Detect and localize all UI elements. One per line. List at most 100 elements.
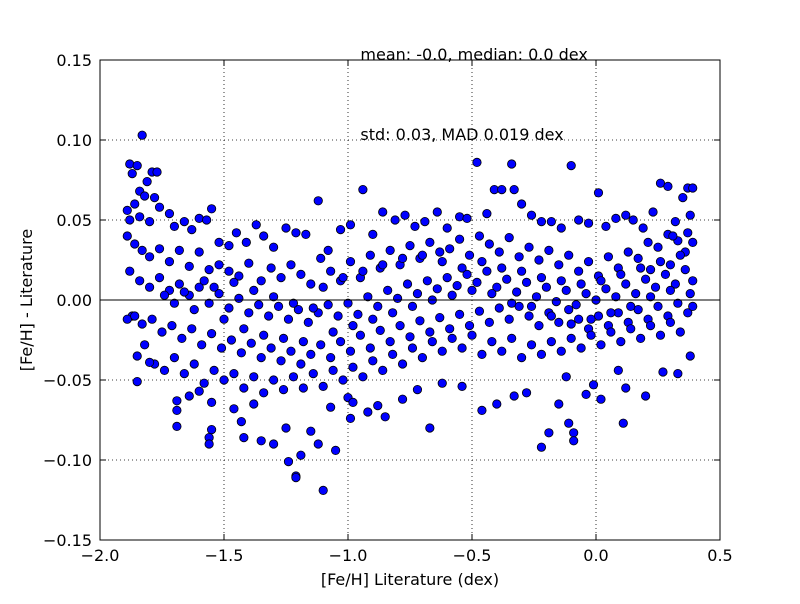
data-point: [603, 252, 614, 262]
data-point: [487, 288, 497, 299]
data-point: [140, 191, 150, 201]
data-point: [566, 161, 576, 171]
data-point: [397, 394, 408, 404]
data-point: [288, 298, 299, 308]
data-point: [516, 266, 527, 276]
data-point: [457, 343, 467, 353]
data-point: [184, 261, 194, 271]
data-point: [169, 352, 179, 363]
data-point: [368, 314, 378, 324]
y-tick-label: 0.15: [56, 51, 92, 70]
data-point: [187, 225, 197, 235]
data-point: [492, 282, 502, 292]
data-point: [611, 292, 621, 302]
data-point: [335, 225, 346, 235]
data-point: [288, 372, 299, 382]
data-point: [249, 399, 259, 409]
data-points: [122, 130, 698, 495]
data-point: [385, 245, 395, 255]
data-point: [521, 277, 532, 287]
data-point: [653, 301, 663, 311]
data-point: [497, 346, 507, 356]
data-point: [561, 285, 571, 295]
data-point: [229, 368, 239, 379]
data-point: [244, 308, 254, 318]
data-point: [631, 288, 641, 299]
data-point: [665, 317, 676, 327]
data-point: [388, 308, 398, 318]
data-point: [154, 244, 165, 254]
data-point: [177, 333, 187, 343]
data-point: [145, 282, 155, 292]
data-point: [385, 336, 395, 347]
data-point: [417, 250, 427, 260]
data-point: [256, 436, 266, 446]
data-point: [306, 426, 316, 436]
data-point: [512, 287, 522, 297]
data-point: [378, 260, 388, 270]
data-point: [142, 177, 152, 187]
data-point: [335, 336, 346, 347]
data-point: [135, 212, 145, 222]
data-point: [685, 351, 695, 361]
data-point: [234, 293, 244, 303]
data-point: [202, 215, 212, 225]
data-point: [358, 372, 368, 382]
data-point: [472, 157, 482, 167]
data-point: [442, 272, 452, 283]
data-point: [628, 215, 638, 225]
data-point: [507, 298, 517, 308]
data-point: [636, 263, 646, 273]
data-point: [318, 381, 328, 391]
data-point: [239, 324, 249, 334]
data-point: [616, 336, 626, 347]
data-point: [268, 439, 279, 449]
data-point: [130, 199, 140, 209]
data-point: [477, 349, 487, 359]
data-point: [348, 397, 358, 407]
data-point: [626, 324, 636, 334]
data-point: [564, 304, 574, 315]
data-point: [209, 365, 219, 375]
data-point: [658, 367, 668, 377]
data-point: [207, 204, 217, 214]
data-point: [673, 298, 683, 308]
data-point: [464, 320, 475, 331]
data-point: [234, 271, 244, 281]
data-point: [420, 217, 430, 227]
data-point: [368, 356, 378, 366]
data-point: [137, 130, 147, 140]
data-point: [556, 276, 566, 286]
data-point: [152, 167, 162, 177]
data-point: [204, 298, 214, 308]
data-point: [174, 279, 184, 289]
data-point: [268, 292, 279, 302]
data-point: [154, 272, 165, 283]
data-point: [410, 221, 420, 231]
data-point: [425, 237, 435, 247]
data-point: [551, 296, 561, 307]
data-point: [673, 368, 683, 379]
data-point: [412, 384, 423, 395]
data-point: [224, 266, 234, 276]
data-point: [308, 303, 318, 313]
data-point: [375, 325, 385, 335]
data-point: [655, 256, 666, 267]
data-point: [207, 397, 217, 407]
data-point: [204, 439, 214, 449]
data-point: [536, 349, 547, 359]
data-point: [643, 237, 653, 247]
data-point: [665, 285, 676, 295]
data-point: [623, 247, 633, 257]
data-point: [127, 169, 137, 179]
data-point: [338, 272, 348, 283]
data-point: [330, 445, 341, 455]
data-point: [266, 343, 276, 353]
data-point: [556, 346, 566, 356]
data-point: [445, 324, 455, 334]
data-point: [323, 245, 333, 255]
data-point: [454, 212, 465, 222]
data-point: [276, 356, 286, 366]
data-point: [179, 287, 189, 297]
data-point: [576, 343, 586, 353]
